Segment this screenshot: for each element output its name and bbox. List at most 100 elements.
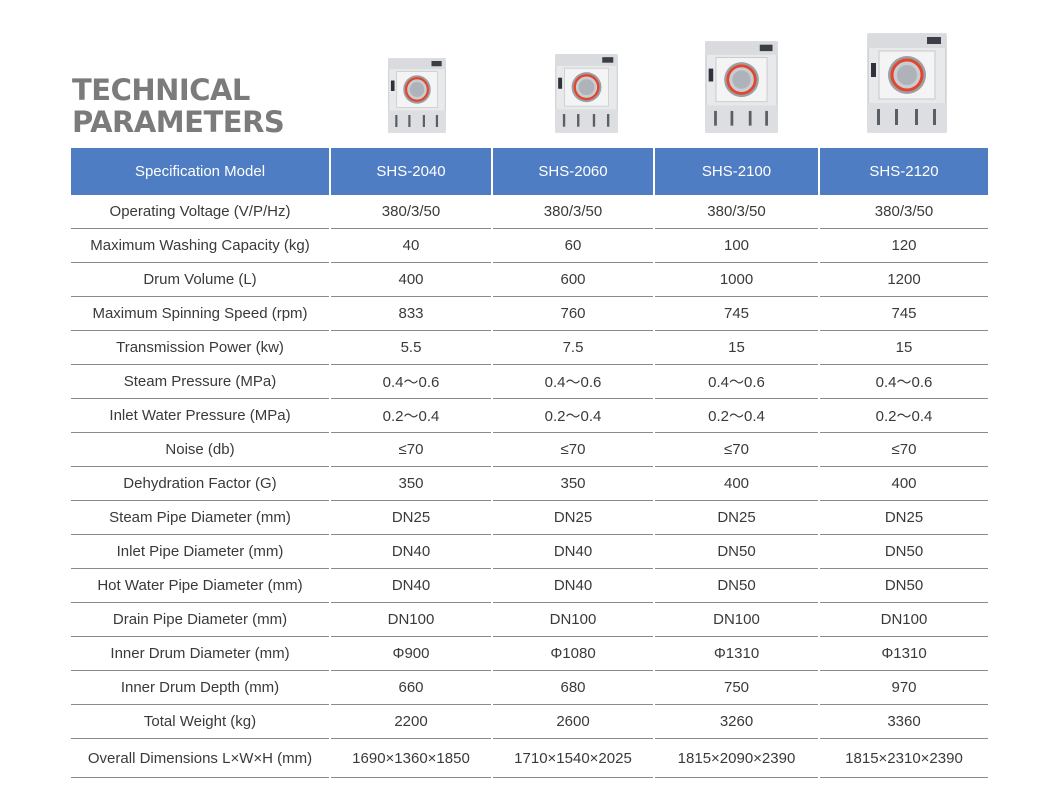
cell-value: 3260: [654, 704, 820, 739]
table-row: Overall Dimensions L×W×H (mm) 1690×1360×1…: [71, 738, 988, 778]
table-row: Inner Drum Depth (mm) 660 680 750 970: [71, 670, 988, 705]
cell-value: 745: [819, 296, 988, 331]
machine-shs-2100-image: [705, 41, 778, 133]
page-title: TECHNICAL PARAMETERS: [72, 73, 285, 138]
cell-value: DN50: [654, 534, 820, 569]
header-model-2: SHS-2060: [492, 148, 655, 195]
cell-value: 745: [654, 296, 820, 331]
cell-value: 1815×2090×2390: [654, 738, 820, 778]
cell-value: DN25: [330, 500, 493, 535]
cell-value: DN25: [819, 500, 988, 535]
table-row: Inlet Pipe Diameter (mm) DN40 DN40 DN50 DN50: [71, 534, 988, 569]
table-row: Drain Pipe Diameter (mm) DN100 DN100 DN100 D…: [71, 602, 988, 637]
table-row: Steam Pressure (MPa) 0.4～0.6 0.4～0.6 0.4～0.…: [71, 364, 988, 399]
table-row: Noise (db) ≤70 ≤70 ≤70 ≤70: [71, 432, 988, 467]
row-label: Dehydration Factor (G): [71, 466, 331, 501]
table-header-row: Specification Model SHS-2040 SHS-2060 SHS-2…: [71, 148, 988, 195]
cell-value: 1690×1360×1850: [330, 738, 493, 778]
cell-value: 380/3/50: [330, 195, 493, 229]
cell-value: DN40: [330, 534, 493, 569]
cell-value: 100: [654, 228, 820, 263]
cell-value: 1815×2310×2390: [819, 738, 988, 778]
cell-value: Φ1310: [654, 636, 820, 671]
cell-value: 60: [492, 228, 655, 263]
row-label: Overall Dimensions L×W×H (mm): [71, 738, 331, 778]
row-label: Inlet Water Pressure (MPa): [71, 398, 331, 433]
cell-value: 2200: [330, 704, 493, 739]
machine-shs-2040-image: [388, 58, 446, 133]
cell-value: ≤70: [654, 432, 820, 467]
cell-value: 750: [654, 670, 820, 705]
cell-value: 1710×1540×2025: [492, 738, 655, 778]
row-label: Drum Volume (L): [71, 262, 331, 297]
table-row: Inlet Water Pressure (MPa) 0.2～0.4 0.2～0.4…: [71, 398, 988, 433]
cell-value: 350: [492, 466, 655, 501]
header-model-3: SHS-2100: [654, 148, 820, 195]
cell-value: 1200: [819, 262, 988, 297]
cell-value: 680: [492, 670, 655, 705]
cell-value: ≤70: [492, 432, 655, 467]
cell-value: DN25: [654, 500, 820, 535]
cell-value: 380/3/50: [654, 195, 820, 229]
cell-value: ≤70: [330, 432, 493, 467]
cell-value: 660: [330, 670, 493, 705]
cell-value: 0.4～0.6: [330, 364, 493, 399]
cell-value: DN50: [819, 568, 988, 603]
row-label: Maximum Washing Capacity (kg): [71, 228, 331, 263]
machine-shs-2060-image: [555, 54, 618, 133]
row-label: Total Weight (kg): [71, 704, 331, 739]
cell-value: DN40: [492, 568, 655, 603]
table-row: Hot Water Pipe Diameter (mm) DN40 DN40 DN50…: [71, 568, 988, 603]
cell-value: Φ900: [330, 636, 493, 671]
cell-value: 833: [330, 296, 493, 331]
cell-value: 0.4～0.6: [492, 364, 655, 399]
cell-value: 15: [819, 330, 988, 365]
cell-value: DN40: [330, 568, 493, 603]
cell-value: DN100: [654, 602, 820, 637]
cell-value: DN40: [492, 534, 655, 569]
cell-value: 400: [654, 466, 820, 501]
row-label: Drain Pipe Diameter (mm): [71, 602, 331, 637]
row-label: Inner Drum Depth (mm): [71, 670, 331, 705]
machine-shs-2120-image: [867, 33, 947, 133]
table-row: Total Weight (kg) 2200 2600 3260 3360: [71, 704, 988, 739]
table-row: Maximum Spinning Speed (rpm) 833 760 745 745: [71, 296, 988, 331]
cell-value: 400: [819, 466, 988, 501]
cell-value: 760: [492, 296, 655, 331]
row-label: Inner Drum Diameter (mm): [71, 636, 331, 671]
cell-value: 380/3/50: [819, 195, 988, 229]
cell-value: 380/3/50: [492, 195, 655, 229]
cell-value: 0.4～0.6: [819, 364, 988, 399]
cell-value: 0.2～0.4: [654, 398, 820, 433]
row-label: Maximum Spinning Speed (rpm): [71, 296, 331, 331]
table-row: Drum Volume (L) 400 600 1000 1200: [71, 262, 988, 297]
cell-value: 2600: [492, 704, 655, 739]
table-row: Maximum Washing Capacity (kg) 40 60 100 120: [71, 228, 988, 263]
cell-value: 600: [492, 262, 655, 297]
cell-value: DN25: [492, 500, 655, 535]
cell-value: 3360: [819, 704, 988, 739]
table-row: Transmission Power (kw) 5.5 7.5 15 15: [71, 330, 988, 365]
row-label: Steam Pipe Diameter (mm): [71, 500, 331, 535]
title-line-1: TECHNICAL: [72, 73, 250, 107]
cell-value: DN50: [654, 568, 820, 603]
cell-value: DN100: [492, 602, 655, 637]
row-label: Steam Pressure (MPa): [71, 364, 331, 399]
cell-value: 15: [654, 330, 820, 365]
table-row: Dehydration Factor (G) 350 350 400 400: [71, 466, 988, 501]
cell-value: 120: [819, 228, 988, 263]
row-label: Noise (db): [71, 432, 331, 467]
cell-value: DN100: [819, 602, 988, 637]
spec-table: Specification Model SHS-2040 SHS-2060 SHS-2…: [71, 148, 988, 778]
table-row: Operating Voltage (V/P/Hz) 380/3/50 380/3/…: [71, 195, 988, 229]
cell-value: ≤70: [819, 432, 988, 467]
cell-value: Φ1310: [819, 636, 988, 671]
table-row: Steam Pipe Diameter (mm) DN25 DN25 DN25 DN25: [71, 500, 988, 535]
cell-value: 1000: [654, 262, 820, 297]
table-row: Inner Drum Diameter (mm) Φ900 Φ1080 Φ1310 Φ1…: [71, 636, 988, 671]
header-model-1: SHS-2040: [330, 148, 493, 195]
cell-value: 0.2～0.4: [330, 398, 493, 433]
row-label: Hot Water Pipe Diameter (mm): [71, 568, 331, 603]
cell-value: DN100: [330, 602, 493, 637]
cell-value: DN50: [819, 534, 988, 569]
